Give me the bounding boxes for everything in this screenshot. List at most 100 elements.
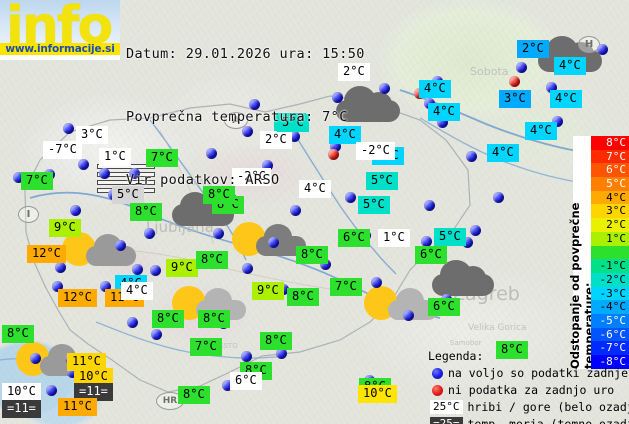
station-dot-blue[interactable]	[150, 265, 161, 276]
station-dot-blue[interactable]	[129, 168, 140, 179]
temperature-chip: 4°C	[299, 180, 331, 198]
station-dot-blue[interactable]	[206, 148, 217, 159]
station-dot-blue[interactable]	[290, 205, 301, 216]
station-dot-blue[interactable]	[115, 240, 126, 251]
station-dot-blue[interactable]	[466, 151, 477, 162]
scale-band: -5°C	[591, 313, 629, 328]
temperature-chip: 10°C	[358, 385, 397, 403]
station-dot-blue[interactable]	[67, 367, 78, 378]
temperature-chip: 7°C	[190, 338, 222, 356]
station-dot-blue[interactable]	[330, 141, 341, 152]
legend-row-text: na voljo so podatki zadnje ure	[448, 366, 629, 380]
station-dot-red[interactable]	[509, 76, 520, 87]
temperature-chip: 12°C	[58, 289, 97, 307]
station-dot-blue[interactable]	[249, 99, 260, 110]
scale-band: -4°C	[591, 300, 629, 314]
station-dot-blue[interactable]	[241, 351, 252, 362]
legend-row: =25= temp. morja (temno ozadje)	[428, 416, 629, 424]
station-dot-blue[interactable]	[242, 126, 253, 137]
station-dot-blue[interactable]	[470, 225, 481, 236]
temperature-chip: 3°C	[499, 90, 531, 108]
station-dot-blue[interactable]	[151, 329, 162, 340]
temperature-chip: 10°C	[74, 368, 113, 386]
station-dot-blue[interactable]	[222, 380, 233, 391]
logo-url: www.informacije.si	[0, 43, 120, 55]
station-dot-blue[interactable]	[437, 117, 448, 128]
temperature-chip: 8°C	[260, 332, 292, 350]
scale-band: 7°C	[591, 149, 629, 164]
station-dot-blue[interactable]	[332, 92, 343, 103]
temperature-chip: 2°C	[517, 40, 549, 58]
temperature-chip: 4°C	[554, 57, 586, 75]
station-dot-blue[interactable]	[242, 263, 253, 274]
station-dot-blue[interactable]	[546, 82, 557, 93]
station-dot-blue[interactable]	[46, 385, 57, 396]
station-dot-blue[interactable]	[213, 228, 224, 239]
station-dot-blue[interactable]	[55, 262, 66, 273]
station-dot-blue[interactable]	[78, 159, 89, 170]
station-dot-blue[interactable]	[276, 348, 287, 359]
scale-band: -3°C	[591, 286, 629, 301]
station-dot-blue[interactable]	[70, 205, 81, 216]
station-dot-blue[interactable]	[289, 131, 300, 142]
scale-title: Odstopanje od povprečne temperature:	[568, 136, 596, 369]
station-dot-blue[interactable]	[144, 228, 155, 239]
temperature-chip: 5°C	[358, 196, 390, 214]
station-dot-blue[interactable]	[127, 317, 138, 328]
header-average-temp-line: Povprečna temperatura: 7°C	[126, 109, 348, 125]
station-dot-blue[interactable]	[268, 237, 279, 248]
scale-band: -7°C	[591, 341, 629, 355]
temperature-chip: 4°C	[329, 126, 361, 144]
scale-band	[591, 245, 629, 260]
legend-title: Legenda:	[428, 349, 484, 363]
temperature-chip: 8°C	[130, 203, 162, 221]
station-dot-blue[interactable]	[552, 116, 563, 127]
temperature-chip: 5°C	[434, 228, 466, 246]
temperature-chip: 1°C	[99, 148, 131, 166]
temperature-chip: 2°C	[260, 131, 292, 149]
station-dot-blue[interactable]	[132, 264, 143, 275]
scale-band: 3°C	[591, 204, 629, 219]
station-dot-blue[interactable]	[13, 172, 24, 183]
station-dot-blue[interactable]	[371, 277, 382, 288]
station-dot-blue[interactable]	[52, 281, 63, 292]
station-dot-blue[interactable]	[379, 83, 390, 94]
header-info: Datum: 29.01.2026 ura: 15:50 Povprečna t…	[126, 2, 365, 233]
station-dot-blue[interactable]	[493, 192, 504, 203]
station-dot-blue[interactable]	[462, 237, 473, 248]
legend-row-text: hribi / gore (belo ozadje)	[467, 400, 629, 414]
station-dot-blue[interactable]	[421, 236, 432, 247]
station-dot-blue[interactable]	[345, 192, 356, 203]
station-dot-blue[interactable]	[424, 200, 435, 211]
scale-band: -1°C	[591, 259, 629, 273]
temperature-chip: 5°C	[112, 186, 144, 204]
temperature-chip: 8°C	[152, 310, 184, 328]
temperature-chip: 9°C	[252, 282, 284, 300]
scale-band: 8°C	[591, 136, 629, 150]
temperature-chip: 11°C	[67, 353, 106, 371]
station-dot-blue[interactable]	[100, 281, 111, 292]
station-dot-blue[interactable]	[63, 123, 74, 134]
legend-rows: na voljo so podatki zadnje ure ni podatka…	[428, 365, 629, 424]
svg-text:Velika Gorica: Velika Gorica	[468, 323, 527, 333]
temperature-chip: 10°C	[2, 383, 41, 401]
station-dot-blue[interactable]	[320, 259, 331, 270]
cloud-icon-n	[332, 84, 406, 126]
station-dot-red[interactable]	[328, 149, 339, 160]
legend-red-dot-icon	[432, 384, 443, 396]
temperature-chip: 9°C	[49, 219, 81, 237]
scale-band: -6°C	[591, 327, 629, 342]
station-dot-blue[interactable]	[597, 44, 608, 55]
temperature-chip: 8°C	[196, 251, 228, 269]
temperature-chip: 6°C	[415, 246, 447, 264]
scale-band: 6°C	[591, 163, 629, 178]
station-dot-blue[interactable]	[516, 62, 527, 73]
legend-hill-swatch: 25°C	[430, 400, 463, 414]
station-dot-blue[interactable]	[30, 353, 41, 364]
site-logo[interactable]: info www.informacije.si	[0, 0, 120, 60]
station-dot-blue[interactable]	[403, 310, 414, 321]
scale-bands: 8°C 7°C 6°C 5°C 4°C 3°C 2°C 1°C -1°C -2°C -3°C -4°C…	[591, 136, 629, 369]
station-dot-blue[interactable]	[99, 168, 110, 179]
temperature-chip: 6°C	[428, 298, 460, 316]
station-dot-blue[interactable]	[262, 160, 273, 171]
